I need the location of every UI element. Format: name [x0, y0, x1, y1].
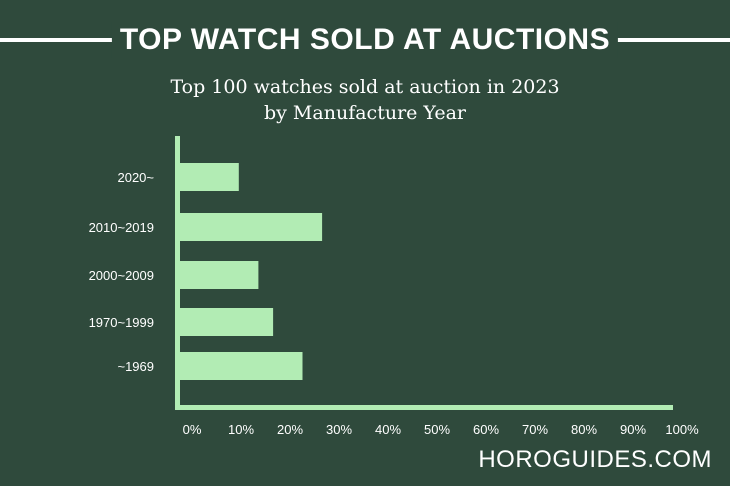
category-label-1: 2010~2019 [89, 220, 154, 235]
x-tick-label-8: 80% [571, 422, 597, 437]
x-tick-label-9: 90% [620, 422, 646, 437]
x-tick-label-10: 100% [665, 422, 699, 437]
chart-title: Top 100 watches sold at auction in 2023 [170, 76, 560, 98]
x-tick-label-6: 60% [473, 422, 499, 437]
x-axis-line [175, 405, 673, 410]
y-axis-line [175, 136, 180, 410]
footer-brand: HOROGUIDES.COM [478, 446, 712, 473]
x-tick-label-3: 30% [326, 422, 352, 437]
bar-3 [180, 308, 274, 336]
category-label-2: 2000~2009 [89, 268, 154, 283]
category-label-4: ~1969 [117, 359, 154, 374]
x-tick-label-2: 20% [277, 422, 303, 437]
banner-title: TOP WATCH SOLD AT AUCTIONS [111, 22, 619, 58]
x-tick-label-5: 50% [424, 422, 450, 437]
bar-2 [180, 261, 259, 289]
category-label-3: 1970~1999 [89, 315, 154, 330]
bar-4 [180, 352, 303, 380]
x-tick-label-4: 40% [375, 422, 401, 437]
x-tick-label-1: 10% [228, 422, 254, 437]
bar-1 [180, 213, 323, 241]
category-label-0: 2020~ [117, 170, 154, 185]
chart-subtitle: by Manufacture Year [264, 102, 466, 124]
bar-0 [180, 163, 239, 191]
x-tick-label-0: 0% [183, 422, 202, 437]
x-tick-label-7: 70% [522, 422, 548, 437]
chart-title-block: Top 100 watches sold at auction in 2023 … [0, 74, 730, 126]
